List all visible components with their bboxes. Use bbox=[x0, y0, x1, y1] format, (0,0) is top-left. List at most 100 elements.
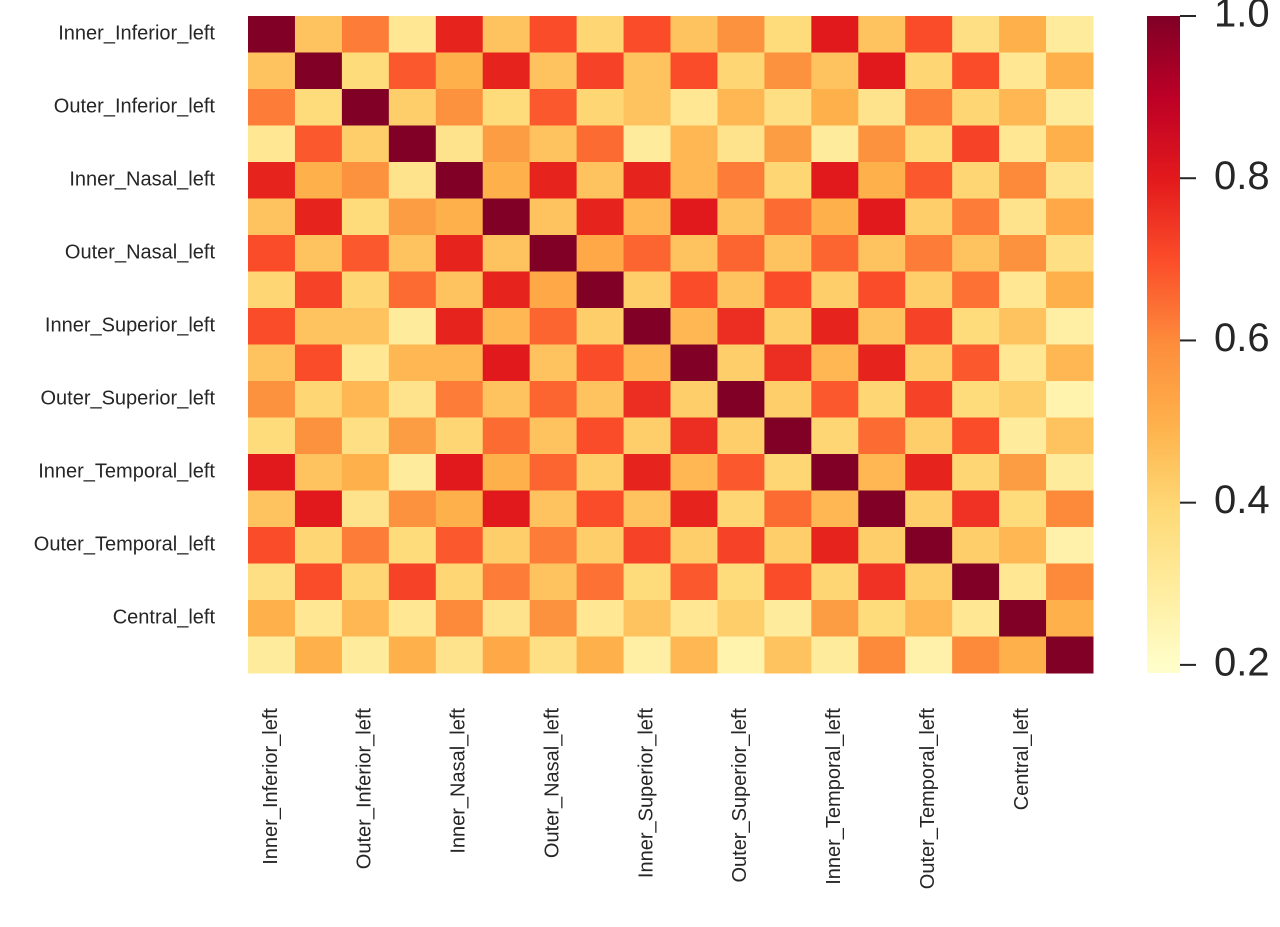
cell bbox=[482, 636, 531, 674]
cell bbox=[952, 162, 1000, 199]
y-tick-label: Inner_Temporal_left bbox=[38, 461, 215, 483]
cell bbox=[999, 308, 1047, 345]
cell bbox=[764, 381, 812, 418]
cell bbox=[811, 198, 859, 236]
cell bbox=[858, 344, 906, 382]
cell bbox=[1046, 344, 1094, 382]
cell bbox=[435, 381, 484, 418]
cell bbox=[811, 454, 859, 491]
cell bbox=[905, 89, 953, 126]
cell bbox=[341, 162, 390, 199]
cell bbox=[435, 417, 484, 455]
cell bbox=[482, 563, 531, 601]
cell bbox=[388, 235, 437, 272]
cell bbox=[717, 125, 765, 163]
cell bbox=[811, 527, 859, 564]
x-tick-label: Outer_Temporal_left bbox=[917, 708, 939, 890]
cell bbox=[764, 52, 812, 90]
cell bbox=[435, 454, 484, 491]
cell bbox=[952, 417, 1000, 455]
cell bbox=[341, 308, 390, 345]
cell bbox=[248, 381, 296, 418]
cell bbox=[952, 271, 1000, 309]
cell bbox=[623, 162, 671, 199]
cell bbox=[576, 89, 625, 126]
cell bbox=[576, 16, 625, 53]
x-tick-label: Inner_Temporal_left bbox=[823, 708, 845, 885]
cell bbox=[717, 16, 765, 53]
cell bbox=[717, 417, 765, 455]
cell bbox=[717, 381, 765, 418]
cell bbox=[717, 454, 765, 491]
cell bbox=[905, 344, 953, 382]
cell bbox=[811, 490, 859, 528]
cell bbox=[999, 417, 1047, 455]
cell bbox=[529, 89, 578, 126]
cell bbox=[435, 308, 484, 345]
cell bbox=[952, 89, 1000, 126]
cell bbox=[529, 344, 578, 382]
cell bbox=[294, 16, 343, 53]
cell bbox=[1046, 52, 1094, 90]
cell bbox=[999, 454, 1047, 491]
cell bbox=[905, 52, 953, 90]
cell bbox=[294, 308, 343, 345]
cell bbox=[717, 527, 765, 564]
cell bbox=[341, 52, 390, 90]
cell bbox=[952, 381, 1000, 418]
cell bbox=[294, 636, 343, 674]
cell bbox=[248, 344, 296, 382]
cell bbox=[294, 125, 343, 163]
cell bbox=[529, 490, 578, 528]
cell bbox=[1046, 235, 1094, 272]
cell bbox=[811, 162, 859, 199]
cell bbox=[623, 454, 671, 491]
cell bbox=[670, 52, 718, 90]
cell bbox=[435, 89, 484, 126]
cell bbox=[341, 198, 390, 236]
cell bbox=[999, 125, 1047, 163]
cell bbox=[248, 417, 296, 455]
cell bbox=[482, 125, 531, 163]
cell bbox=[388, 308, 437, 345]
cell bbox=[999, 344, 1047, 382]
cell bbox=[341, 490, 390, 528]
y-tick-label: Outer_Temporal_left bbox=[34, 534, 216, 556]
cell bbox=[388, 600, 437, 637]
cell bbox=[294, 162, 343, 199]
cell bbox=[294, 271, 343, 309]
cell bbox=[341, 89, 390, 126]
colorbar-tick-label: 0.4 bbox=[1214, 478, 1270, 522]
cell bbox=[294, 454, 343, 491]
cell bbox=[811, 636, 859, 674]
cell bbox=[623, 344, 671, 382]
cell bbox=[529, 527, 578, 564]
cell bbox=[482, 162, 531, 199]
cell bbox=[999, 490, 1047, 528]
cell bbox=[1046, 89, 1094, 126]
cell bbox=[623, 16, 671, 53]
cell bbox=[717, 563, 765, 601]
cell bbox=[482, 490, 531, 528]
cell bbox=[764, 16, 812, 53]
cell bbox=[435, 235, 484, 272]
cell bbox=[1046, 417, 1094, 455]
cell bbox=[248, 162, 296, 199]
cell bbox=[1046, 162, 1094, 199]
cell bbox=[952, 235, 1000, 272]
cell bbox=[717, 52, 765, 90]
cell bbox=[435, 125, 484, 163]
cell bbox=[388, 271, 437, 309]
cell bbox=[388, 162, 437, 199]
cell bbox=[529, 417, 578, 455]
x-tick-label: Central_left bbox=[1011, 708, 1033, 811]
cell bbox=[905, 490, 953, 528]
cell bbox=[435, 162, 484, 199]
cell bbox=[670, 417, 718, 455]
cell bbox=[811, 600, 859, 637]
cell bbox=[811, 308, 859, 345]
cell bbox=[952, 198, 1000, 236]
cell bbox=[764, 636, 812, 674]
cell bbox=[858, 527, 906, 564]
cell bbox=[294, 417, 343, 455]
